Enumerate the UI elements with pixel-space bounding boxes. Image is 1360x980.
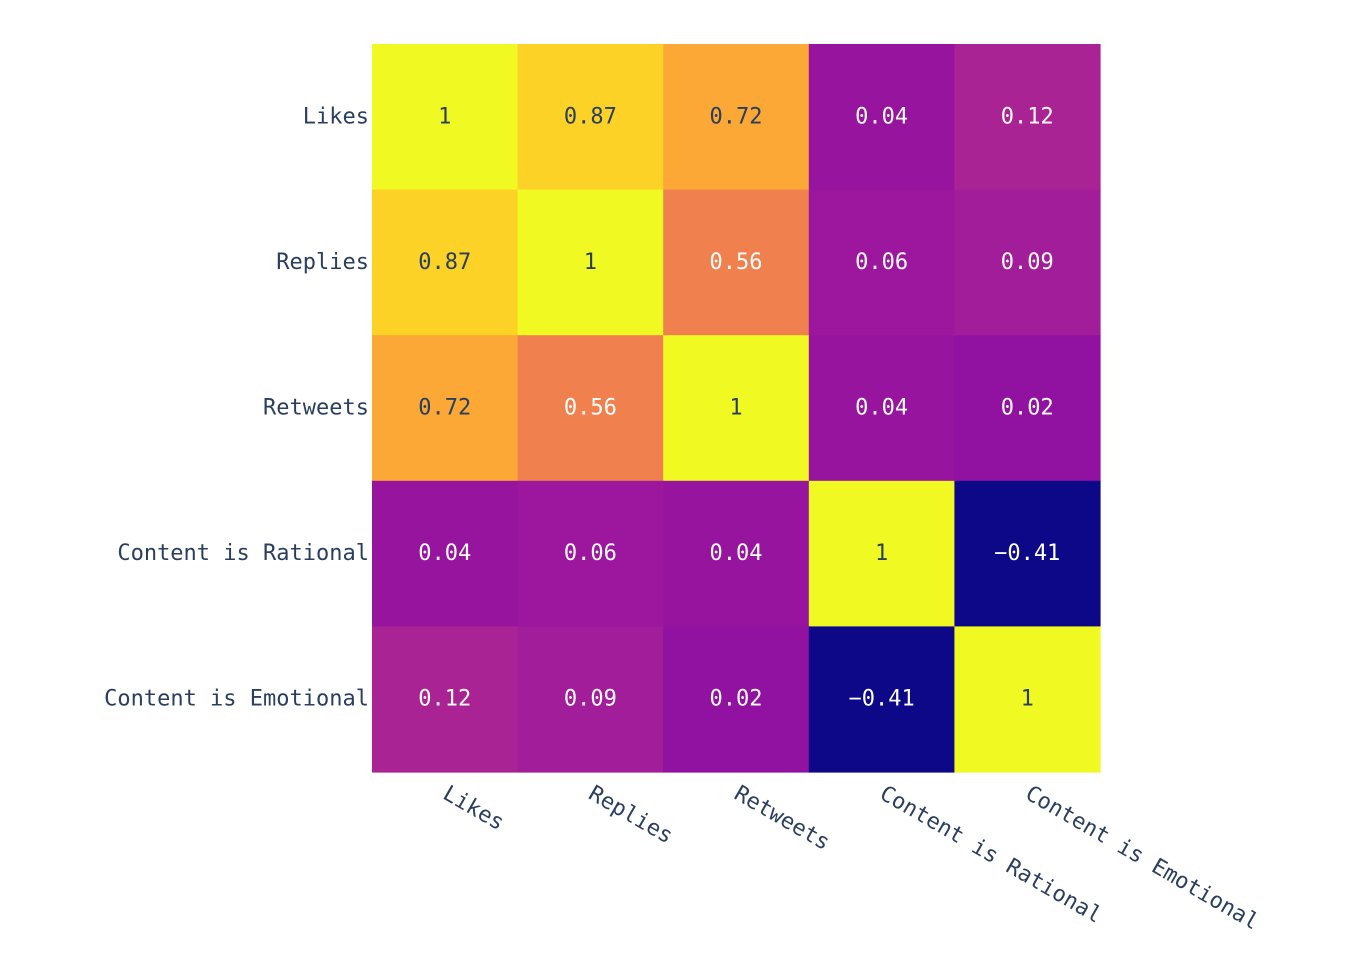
cell-value-label: 0.06 xyxy=(855,250,908,275)
y-tick-label: Content is Rational xyxy=(117,541,369,566)
cell-value-label: 0.87 xyxy=(564,104,617,129)
cell-value-label: −0.41 xyxy=(994,541,1060,566)
heatmap-cell-labels: 1 0.87 0.72 0.04 0.12 0.87 1 0.56 0.06 0.09 0.72 0.… xyxy=(418,104,1060,711)
x-tick-label: Content is Emotional xyxy=(1021,781,1263,935)
cell-value-label: 0.09 xyxy=(564,687,617,712)
heatmap-cell xyxy=(372,480,519,627)
heatmap-cell xyxy=(663,626,810,773)
heatmap-cell xyxy=(808,480,955,627)
heatmap-cell xyxy=(517,626,664,773)
cell-value-label: 0.72 xyxy=(418,396,471,421)
heatmap-cell xyxy=(954,44,1101,191)
heatmap-cell xyxy=(372,189,519,336)
x-axis-tick-labels: Likes Replies Retweets Content is RationalC… xyxy=(439,781,1263,935)
x-tick-label: Likes xyxy=(439,781,509,836)
heatmap-cell xyxy=(663,44,810,191)
heatmap-cell xyxy=(954,189,1101,336)
cell-value-label: 0.04 xyxy=(710,541,763,566)
cell-value-label: 0.12 xyxy=(418,687,471,712)
cell-value-label: 1 xyxy=(875,541,888,566)
heatmap-cell xyxy=(808,44,955,191)
cell-value-label: 1 xyxy=(729,396,742,421)
heatmap-cell xyxy=(808,335,955,482)
x-tick-label: Retweets xyxy=(730,781,834,856)
cell-value-label: 0.12 xyxy=(1001,104,1054,129)
cell-value-label: 1 xyxy=(438,104,451,129)
cell-value-label: 0.04 xyxy=(855,104,908,129)
heatmap-cell xyxy=(372,626,519,773)
cell-value-label: 0.04 xyxy=(418,541,471,566)
cell-value-label: 0.72 xyxy=(710,104,763,129)
y-tick-label: Content is Emotional xyxy=(104,687,369,712)
heatmap-cell xyxy=(517,189,664,336)
cell-value-label: 0.04 xyxy=(855,396,908,421)
heatmap-cell xyxy=(808,626,955,773)
heatmap-cell xyxy=(954,626,1101,773)
heatmap-cell xyxy=(954,480,1101,627)
heatmap-cell xyxy=(517,480,664,627)
cell-value-label: 0.87 xyxy=(418,250,471,275)
heatmap-cell xyxy=(663,480,810,627)
heatmap-cell xyxy=(663,335,810,482)
y-tick-label: Replies xyxy=(276,250,369,275)
cell-value-label: −0.41 xyxy=(848,687,914,712)
cell-value-label: 0.06 xyxy=(564,541,617,566)
cell-value-label: 0.56 xyxy=(564,396,617,421)
y-tick-label: Retweets xyxy=(263,396,369,421)
cell-value-label: 1 xyxy=(1021,687,1034,712)
heatmap-cell xyxy=(517,44,664,191)
cell-value-label: 0.56 xyxy=(710,250,763,275)
cell-value-label: 0.02 xyxy=(710,687,763,712)
heatmap-cell xyxy=(663,189,810,336)
heatmap-cell xyxy=(808,189,955,336)
heatmap-cells xyxy=(372,44,1101,773)
heatmap-cell xyxy=(517,335,664,482)
heatmap-cell xyxy=(954,335,1101,482)
cell-value-label: 0.02 xyxy=(1001,396,1054,421)
cell-value-label: 0.09 xyxy=(1001,250,1054,275)
x-tick-label: Replies xyxy=(584,781,677,849)
heatmap-cell xyxy=(372,335,519,482)
cell-value-label: 1 xyxy=(584,250,597,275)
y-tick-label: Likes xyxy=(303,104,369,129)
y-axis-tick-labels: Likes Replies Retweets Content is Rational C… xyxy=(104,104,369,711)
heatmap-cell xyxy=(372,44,519,191)
